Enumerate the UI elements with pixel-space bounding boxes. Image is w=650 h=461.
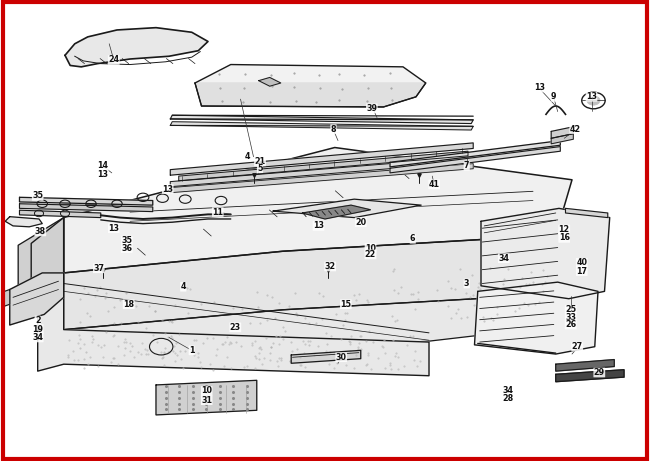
Text: 27: 27 <box>571 342 583 351</box>
Text: 32: 32 <box>324 262 336 271</box>
Text: 2: 2 <box>35 316 40 325</box>
Polygon shape <box>3 290 10 307</box>
Text: 39: 39 <box>367 104 377 113</box>
Text: 16: 16 <box>559 233 569 242</box>
Text: 34: 34 <box>499 254 509 263</box>
Text: 1: 1 <box>189 346 194 355</box>
Text: 4: 4 <box>181 282 186 291</box>
Text: 9: 9 <box>551 92 556 101</box>
Text: 26: 26 <box>565 320 577 329</box>
Polygon shape <box>38 272 429 376</box>
Text: 6: 6 <box>410 234 415 243</box>
Text: 34: 34 <box>503 386 514 396</box>
Polygon shape <box>556 370 624 382</box>
Text: 38: 38 <box>34 227 46 236</box>
Polygon shape <box>10 273 64 325</box>
Text: 12: 12 <box>558 225 570 234</box>
Text: 13: 13 <box>98 170 108 179</box>
Text: 7: 7 <box>464 161 469 171</box>
Text: 18: 18 <box>123 300 135 309</box>
Polygon shape <box>18 218 64 313</box>
Text: 35: 35 <box>32 191 43 201</box>
Polygon shape <box>259 77 281 86</box>
Polygon shape <box>170 122 473 130</box>
Text: 24: 24 <box>108 55 120 65</box>
Text: 34: 34 <box>32 333 43 342</box>
Polygon shape <box>156 380 257 415</box>
Polygon shape <box>179 151 468 181</box>
Polygon shape <box>195 83 426 107</box>
Polygon shape <box>20 197 153 205</box>
Polygon shape <box>65 28 208 67</box>
Text: 29: 29 <box>593 368 605 377</box>
Polygon shape <box>5 217 42 227</box>
Text: 35: 35 <box>122 236 132 245</box>
Polygon shape <box>64 294 556 362</box>
Text: 42: 42 <box>569 124 581 134</box>
Polygon shape <box>64 148 572 273</box>
Polygon shape <box>390 147 560 173</box>
Polygon shape <box>31 218 64 297</box>
Polygon shape <box>273 199 421 218</box>
Polygon shape <box>481 208 610 299</box>
Text: 33: 33 <box>566 313 576 322</box>
Text: 22: 22 <box>365 250 376 259</box>
Polygon shape <box>551 134 573 144</box>
Text: 41: 41 <box>429 180 439 189</box>
Polygon shape <box>291 350 361 363</box>
Text: 14: 14 <box>98 161 108 171</box>
Text: 4: 4 <box>244 152 250 161</box>
Polygon shape <box>64 235 556 330</box>
Polygon shape <box>20 210 101 218</box>
Text: 19: 19 <box>32 325 43 334</box>
Text: 13: 13 <box>586 92 597 101</box>
Circle shape <box>587 96 600 105</box>
Polygon shape <box>551 127 573 138</box>
Text: 30: 30 <box>336 353 346 362</box>
Polygon shape <box>556 360 614 371</box>
Text: 11: 11 <box>213 207 223 217</box>
Text: 13: 13 <box>313 221 324 230</box>
Text: 25: 25 <box>565 305 577 314</box>
Text: 40: 40 <box>577 258 587 267</box>
Text: 13: 13 <box>109 224 119 233</box>
Text: 15: 15 <box>341 300 351 309</box>
Polygon shape <box>302 205 370 219</box>
Text: 8: 8 <box>331 124 336 134</box>
Text: 5: 5 <box>257 164 263 173</box>
Text: 10: 10 <box>202 386 212 396</box>
Polygon shape <box>390 141 560 167</box>
Text: 10: 10 <box>365 243 376 253</box>
Text: 17: 17 <box>577 266 587 276</box>
Text: 13: 13 <box>534 83 545 92</box>
Text: 3: 3 <box>464 279 469 288</box>
Text: 36: 36 <box>122 243 132 253</box>
Polygon shape <box>20 204 153 212</box>
Polygon shape <box>170 157 473 187</box>
Polygon shape <box>170 143 473 175</box>
Text: 20: 20 <box>355 218 367 227</box>
Text: 31: 31 <box>202 396 212 405</box>
Polygon shape <box>566 208 608 218</box>
Polygon shape <box>170 164 473 193</box>
Text: 28: 28 <box>502 394 514 403</box>
Polygon shape <box>170 115 473 124</box>
Text: 37: 37 <box>94 264 104 273</box>
Polygon shape <box>474 282 598 354</box>
Polygon shape <box>195 65 426 107</box>
Text: 13: 13 <box>162 184 173 194</box>
Text: 21: 21 <box>254 157 266 166</box>
Text: 23: 23 <box>229 323 241 332</box>
